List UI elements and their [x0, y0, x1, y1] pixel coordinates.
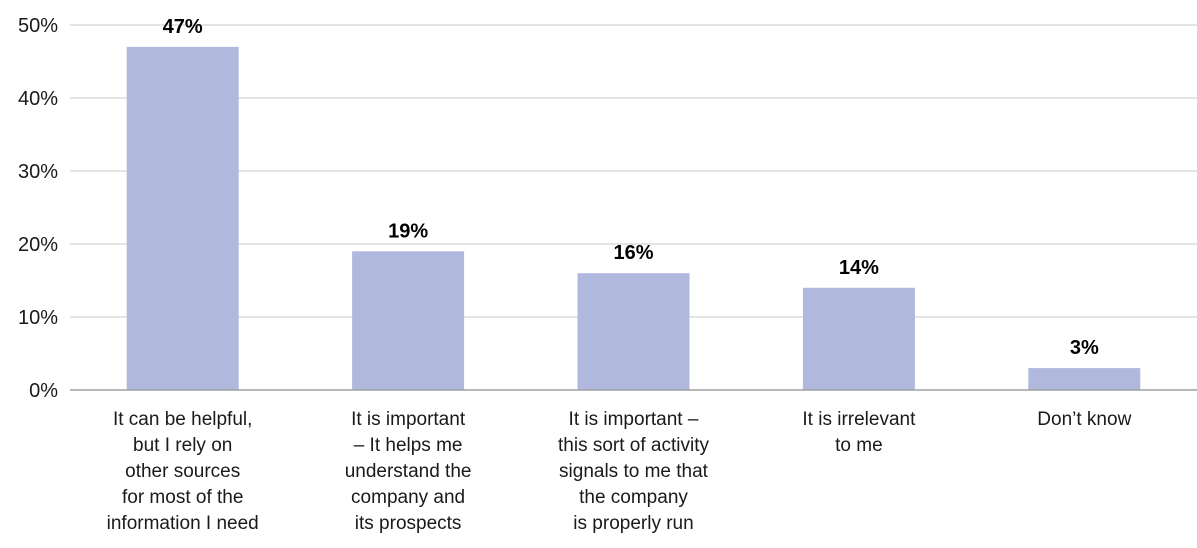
category-label: It can be helpful, but I rely on other sou…	[107, 409, 259, 534]
category-label-line: It is irrelevant	[802, 409, 916, 430]
data-label: 47%	[163, 16, 203, 38]
bar	[803, 288, 915, 390]
category-label-line: is properly run	[573, 513, 693, 534]
data-label: 3%	[1070, 337, 1099, 359]
category-label-line: other sources	[125, 461, 240, 482]
category-label: Don’t know	[1037, 409, 1131, 430]
bar	[1028, 368, 1140, 390]
y-tick-label: 20%	[18, 234, 58, 256]
category-label-line: – It helps me	[354, 435, 463, 456]
category-label-line: It is important	[351, 409, 466, 430]
category-label-line: the company	[579, 487, 688, 508]
data-label: 14%	[839, 257, 879, 279]
category-label-line: this sort of activity	[558, 435, 709, 456]
category-label: It is important – It helps me understand t…	[345, 409, 472, 534]
y-tick-label: 40%	[18, 88, 58, 110]
category-label: It is important – this sort of activity si…	[558, 409, 709, 534]
category-label: It is irrelevant to me	[802, 409, 916, 456]
data-label: 16%	[613, 242, 653, 264]
y-tick-label: 0%	[29, 380, 58, 402]
category-labels: It can be helpful, but I rely on other sou…	[107, 409, 1132, 534]
bar	[127, 47, 239, 390]
y-tick-label: 50%	[18, 15, 58, 37]
bar	[352, 251, 464, 390]
category-label-line: company and	[351, 487, 465, 508]
category-label-line: for most of the	[122, 487, 243, 508]
category-label-line: Don’t know	[1037, 409, 1131, 430]
category-label-line: but I rely on	[133, 435, 232, 456]
data-label: 19%	[388, 220, 428, 242]
category-label-line: information I need	[107, 513, 259, 534]
category-label-line: its prospects	[355, 513, 462, 534]
y-axis-tick-labels: 0% 10% 20% 30% 40% 50%	[18, 15, 58, 402]
category-label-line: It can be helpful,	[113, 409, 252, 430]
bar	[578, 273, 690, 390]
category-label-line: It is important –	[569, 409, 699, 430]
y-tick-label: 30%	[18, 161, 58, 183]
y-tick-label: 10%	[18, 307, 58, 329]
category-label-line: to me	[835, 435, 883, 456]
category-label-line: understand the	[345, 461, 472, 482]
category-label-line: signals to me that	[559, 461, 709, 482]
